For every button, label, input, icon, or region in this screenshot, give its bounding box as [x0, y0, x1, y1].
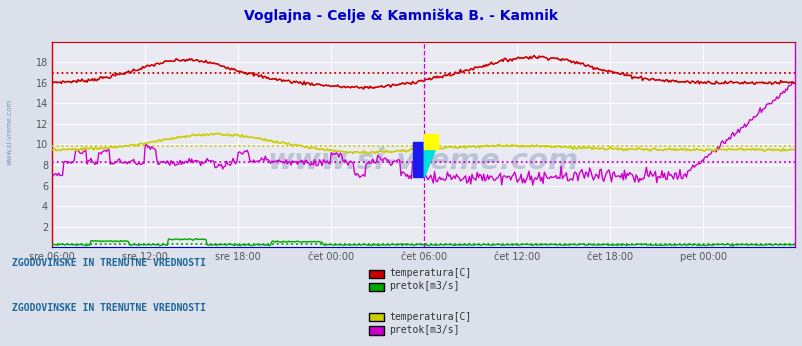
Text: pretok[m3/s]: pretok[m3/s]	[389, 325, 460, 335]
Polygon shape	[423, 134, 438, 148]
Text: ZGODOVINSKE IN TRENUTNE VREDNOSTI: ZGODOVINSKE IN TRENUTNE VREDNOSTI	[12, 303, 205, 313]
Text: pretok[m3/s]: pretok[m3/s]	[389, 282, 460, 291]
Text: Voglajna - Celje & Kamniška B. - Kamnik: Voglajna - Celje & Kamniška B. - Kamnik	[244, 9, 558, 23]
Polygon shape	[423, 143, 438, 177]
Text: ZGODOVINSKE IN TRENUTNE VREDNOSTI: ZGODOVINSKE IN TRENUTNE VREDNOSTI	[12, 258, 205, 268]
Text: www.si-vreme.com: www.si-vreme.com	[6, 98, 12, 165]
Text: temperatura[C]: temperatura[C]	[389, 312, 471, 321]
Text: www.si-vreme.com: www.si-vreme.com	[268, 147, 578, 175]
Polygon shape	[412, 143, 423, 177]
Text: temperatura[C]: temperatura[C]	[389, 268, 471, 278]
